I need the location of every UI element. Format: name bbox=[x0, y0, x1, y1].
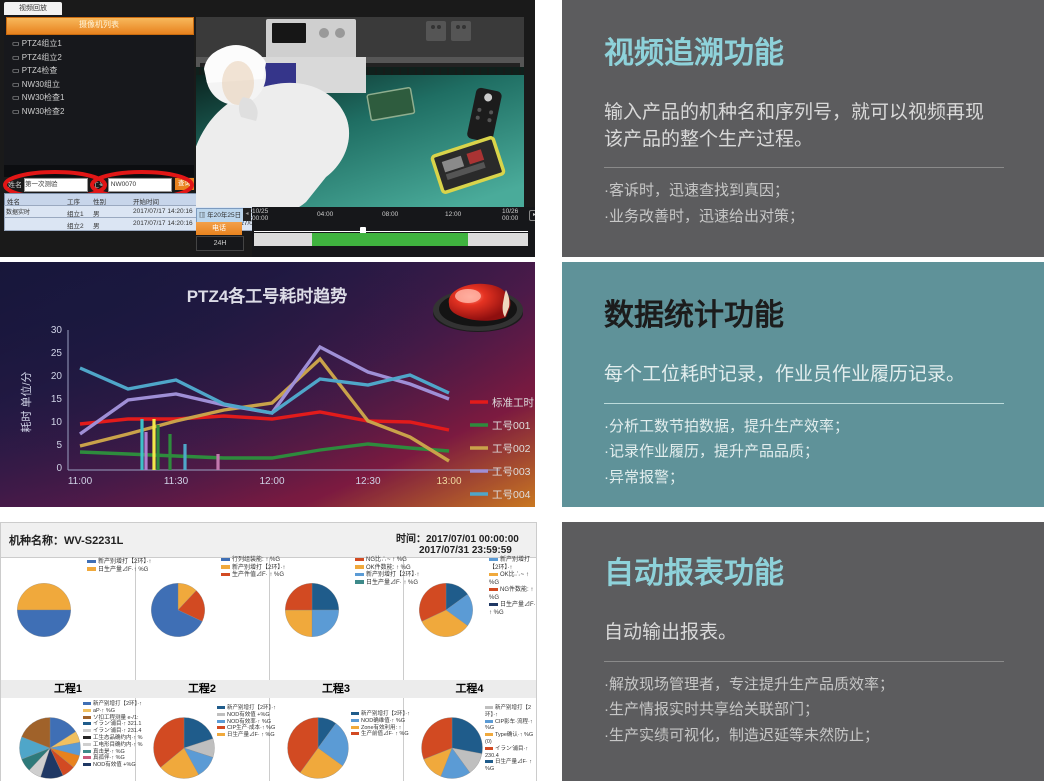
svg-text:15: 15 bbox=[51, 394, 63, 405]
svg-text:标准工时: 标准工时 bbox=[492, 397, 534, 409]
svg-text:12:30: 12:30 bbox=[355, 476, 380, 487]
svg-text:工号001: 工号001 bbox=[492, 420, 531, 432]
svg-text:0: 0 bbox=[56, 463, 62, 474]
svg-text:工号004: 工号004 bbox=[492, 489, 531, 501]
svg-text:30: 30 bbox=[51, 325, 63, 336]
svg-text:10: 10 bbox=[51, 417, 63, 428]
svg-text:5: 5 bbox=[56, 440, 62, 451]
svg-text:工号002: 工号002 bbox=[492, 443, 531, 455]
svg-text:20: 20 bbox=[51, 371, 63, 382]
svg-text:25: 25 bbox=[51, 348, 63, 359]
svg-text:11:00: 11:00 bbox=[68, 476, 93, 487]
svg-text:13:00: 13:00 bbox=[436, 476, 461, 487]
svg-text:PTZ4各工号耗时趋势: PTZ4各工号耗时趋势 bbox=[187, 286, 348, 306]
svg-text:耗时 单位/分: 耗时 单位/分 bbox=[19, 371, 33, 432]
svg-text:11:30: 11:30 bbox=[164, 476, 189, 487]
svg-text:12:00: 12:00 bbox=[259, 476, 284, 487]
svg-text:工号003: 工号003 bbox=[492, 466, 531, 478]
